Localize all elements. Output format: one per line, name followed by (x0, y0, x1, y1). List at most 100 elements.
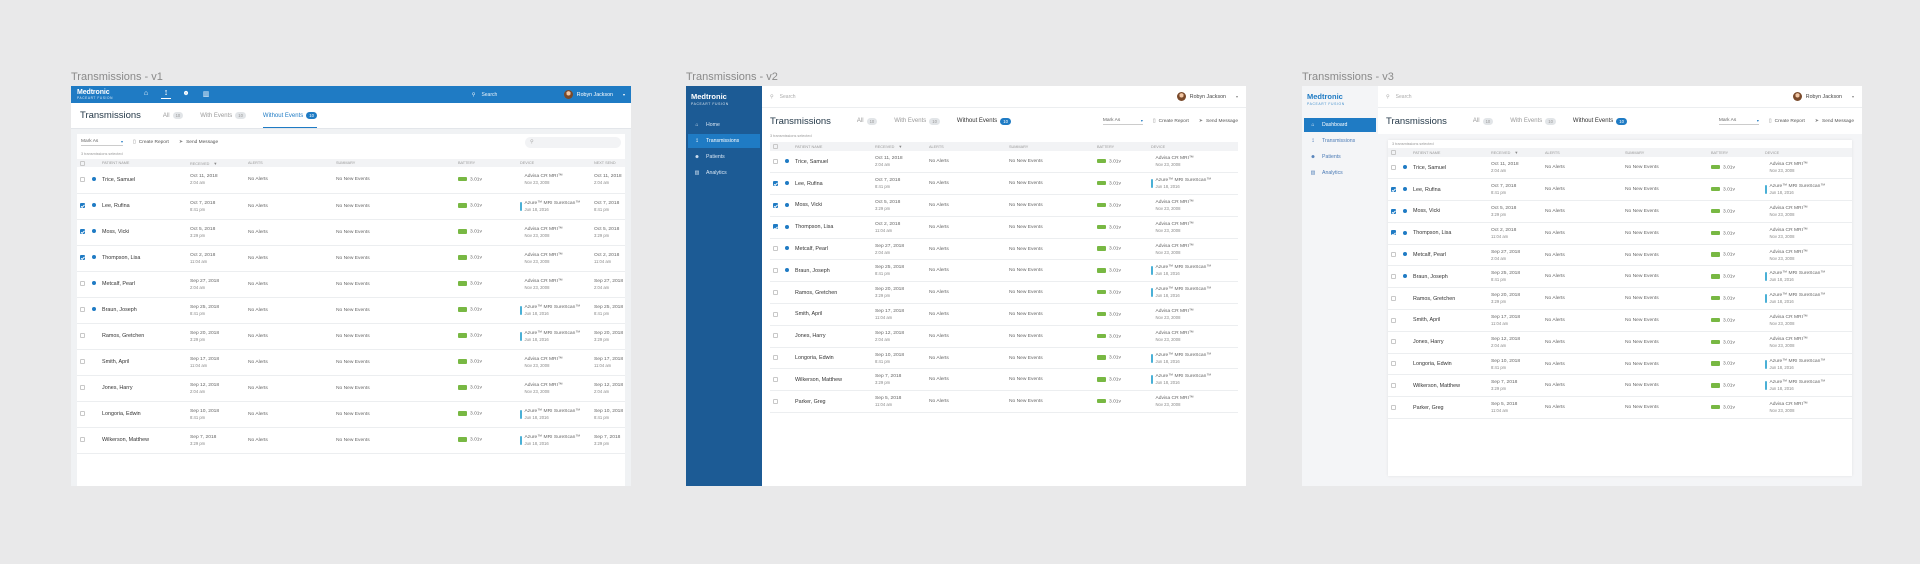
analytics-icon[interactable]: ▥ (202, 91, 210, 98)
patient-name[interactable]: Wilkerson, Matthew (792, 368, 872, 392)
table-row[interactable]: Trice, Samuel Oct 11, 2018 2:04 am No Alert… (77, 167, 625, 194)
col-summary[interactable]: SUMMARY (333, 159, 455, 167)
table-row[interactable]: Braun, Joseph Sep 25, 2018 8:41 pm No Alert… (1388, 265, 1852, 289)
col-battery[interactable]: BATTERY (1094, 142, 1148, 151)
brand-logo[interactable]: Medtronic PACEART FUSION (686, 86, 762, 116)
patient-name[interactable]: Lee, Rufina (1410, 178, 1488, 202)
row-checkbox[interactable] (770, 281, 782, 305)
row-checkbox[interactable] (770, 216, 782, 239)
mark-as-select[interactable]: Mark As ▾ (1102, 118, 1143, 125)
patient-name[interactable]: Metcalf, Pearl (1410, 244, 1488, 267)
row-checkbox[interactable] (77, 245, 89, 272)
row-checkbox[interactable] (1388, 265, 1400, 289)
row-checkbox[interactable] (1388, 157, 1400, 180)
table-row[interactable]: Parker, Greg Sep 5, 2018 11:04 am No Alerts… (1388, 396, 1852, 420)
col-device[interactable]: DEVICE (1148, 142, 1238, 151)
patient-name[interactable]: Lee, Rufina (792, 172, 872, 196)
row-checkbox[interactable] (77, 167, 89, 194)
row-checkbox[interactable] (1388, 353, 1400, 376)
tab-without-events[interactable]: Without Events 10 (957, 117, 1011, 125)
col-alerts[interactable]: ALERTS (1542, 148, 1622, 157)
tab-without-events[interactable]: Without Events 10 (1573, 117, 1627, 125)
col-received[interactable]: RECEIVED ▼ (187, 159, 245, 167)
row-checkbox[interactable] (77, 349, 89, 376)
table-row[interactable]: Lee, Rufina Oct 7, 2018 8:41 pm No Alerts No… (1388, 178, 1852, 202)
table-row[interactable]: Jones, Harry Sep 12, 2018 2:04 am No Alerts… (77, 375, 625, 402)
row-checkbox[interactable] (770, 347, 782, 370)
home-icon[interactable]: ⌂ (143, 90, 149, 97)
sidebar-item-patients[interactable]: ☻ Patients (1304, 150, 1376, 164)
user-menu[interactable]: Robyn Jackson ▾ (1176, 92, 1238, 101)
patient-name[interactable]: Smith, April (1410, 309, 1488, 332)
transmissions-icon[interactable]: ⟟ (161, 90, 172, 99)
send-message-button[interactable]: ➤ Send Message (1199, 118, 1238, 124)
row-checkbox[interactable] (77, 375, 89, 402)
sidebar-item-dashboard[interactable]: ⌂ Dashboard (1304, 118, 1376, 132)
patients-icon[interactable]: ☻ (182, 90, 190, 97)
patient-name[interactable]: Trice, Samuel (1410, 157, 1488, 180)
patient-name[interactable]: Trice, Samuel (99, 167, 187, 194)
mark-as-select[interactable]: Mark As ▾ (81, 139, 123, 146)
table-row[interactable]: Wilkerson, Matthew Sep 7, 2018 3:29 pm No A… (770, 368, 1238, 392)
patient-name[interactable]: Longoria, Edwin (792, 347, 872, 370)
table-search-input[interactable]: ⚲ (525, 136, 621, 148)
search-bar[interactable]: ⚲ Search (770, 94, 796, 100)
table-row[interactable]: Thompson, Lisa Oct 2, 2018 11:04 am No Aler… (77, 245, 625, 272)
patient-name[interactable]: Thompson, Lisa (1410, 222, 1488, 245)
table-row[interactable]: Braun, Joseph Sep 25, 2018 8:41 pm No Alert… (77, 297, 625, 324)
table-row[interactable]: Moss, Vicki Oct 5, 2018 3:29 pm No Alerts No… (770, 194, 1238, 217)
sidebar-item-transmissions[interactable]: ⟟ Transmissions (688, 134, 760, 148)
col-alerts[interactable]: ALERTS (926, 142, 1006, 151)
create-report-button[interactable]: ▯ Create Report (1153, 118, 1189, 124)
tab-with-events[interactable]: With Events 10 (894, 117, 940, 125)
patient-name[interactable]: Braun, Joseph (99, 297, 187, 324)
table-row[interactable]: Jones, Harry Sep 12, 2018 2:04 am No Alerts… (1388, 331, 1852, 354)
col-device[interactable]: DEVICE (1762, 148, 1852, 157)
row-checkbox[interactable] (77, 193, 89, 220)
patient-name[interactable]: Smith, April (792, 303, 872, 326)
patient-name[interactable]: Parker, Greg (1410, 396, 1488, 420)
row-checkbox[interactable] (1388, 287, 1400, 311)
col-alerts[interactable]: ALERTS (245, 159, 333, 167)
col-patient[interactable]: PATIENT NAME (1410, 148, 1488, 157)
patient-name[interactable]: Ramos, Gretchen (1410, 287, 1488, 311)
patient-name[interactable]: Metcalf, Pearl (792, 238, 872, 261)
user-menu[interactable]: Robyn Jackson ▾ (563, 90, 625, 99)
table-row[interactable]: Trice, Samuel Oct 11, 2018 2:04 am No Alert… (1388, 157, 1852, 180)
col-summary[interactable]: SUMMARY (1006, 142, 1094, 151)
search-bar[interactable]: ⚲ Search (472, 92, 554, 98)
table-row[interactable]: Longoria, Edwin Sep 10, 2018 8:41 pm No Ale… (77, 401, 625, 428)
row-checkbox[interactable] (77, 297, 89, 324)
table-row[interactable]: Moss, Vicki Oct 5, 2018 3:29 pm No Alerts No… (77, 219, 625, 246)
table-row[interactable]: Thompson, Lisa Oct 2, 2018 11:04 am No Aler… (770, 216, 1238, 239)
row-checkbox[interactable] (770, 325, 782, 348)
sidebar-item-transmissions[interactable]: ⟟ Transmissions (1304, 134, 1376, 148)
row-checkbox[interactable] (1388, 331, 1400, 354)
table-row[interactable]: Lee, Rufina Oct 7, 2018 8:41 pm No Alerts No… (770, 172, 1238, 196)
patient-name[interactable]: Ramos, Gretchen (99, 323, 187, 350)
table-row[interactable]: Wilkerson, Matthew Sep 7, 2018 3:29 pm No A… (77, 427, 625, 454)
select-all-checkbox[interactable] (77, 159, 89, 167)
tab-all[interactable]: All 10 (163, 103, 184, 128)
col-patient[interactable]: PATIENT NAME (99, 159, 187, 167)
row-checkbox[interactable] (1388, 396, 1400, 420)
row-checkbox[interactable] (770, 303, 782, 326)
tab-all[interactable]: All 10 (1473, 117, 1494, 125)
table-row[interactable]: Metcalf, Pearl Sep 27, 2018 2:04 am No Aler… (770, 238, 1238, 261)
send-message-button[interactable]: ➤ Send Message (179, 139, 218, 145)
col-battery[interactable]: BATTERY (455, 159, 517, 167)
row-checkbox[interactable] (770, 368, 782, 392)
patient-name[interactable]: Wilkerson, Matthew (99, 427, 187, 454)
patient-name[interactable]: Metcalf, Pearl (99, 271, 187, 298)
row-checkbox[interactable] (770, 259, 782, 283)
patient-name[interactable]: Braun, Joseph (1410, 265, 1488, 289)
row-checkbox[interactable] (770, 194, 782, 217)
col-received[interactable]: RECEIVED ▼ (872, 142, 926, 151)
patient-name[interactable]: Longoria, Edwin (99, 401, 187, 428)
table-row[interactable]: Ramos, Gretchen Sep 20, 2018 3:29 pm No Ale… (77, 323, 625, 350)
col-battery[interactable]: BATTERY (1708, 148, 1762, 157)
col-summary[interactable]: SUMMARY (1622, 148, 1708, 157)
table-row[interactable]: Jones, Harry Sep 12, 2018 2:04 am No Alerts… (770, 325, 1238, 348)
patient-name[interactable]: Parker, Greg (792, 390, 872, 414)
patient-name[interactable]: Moss, Vicki (792, 194, 872, 217)
